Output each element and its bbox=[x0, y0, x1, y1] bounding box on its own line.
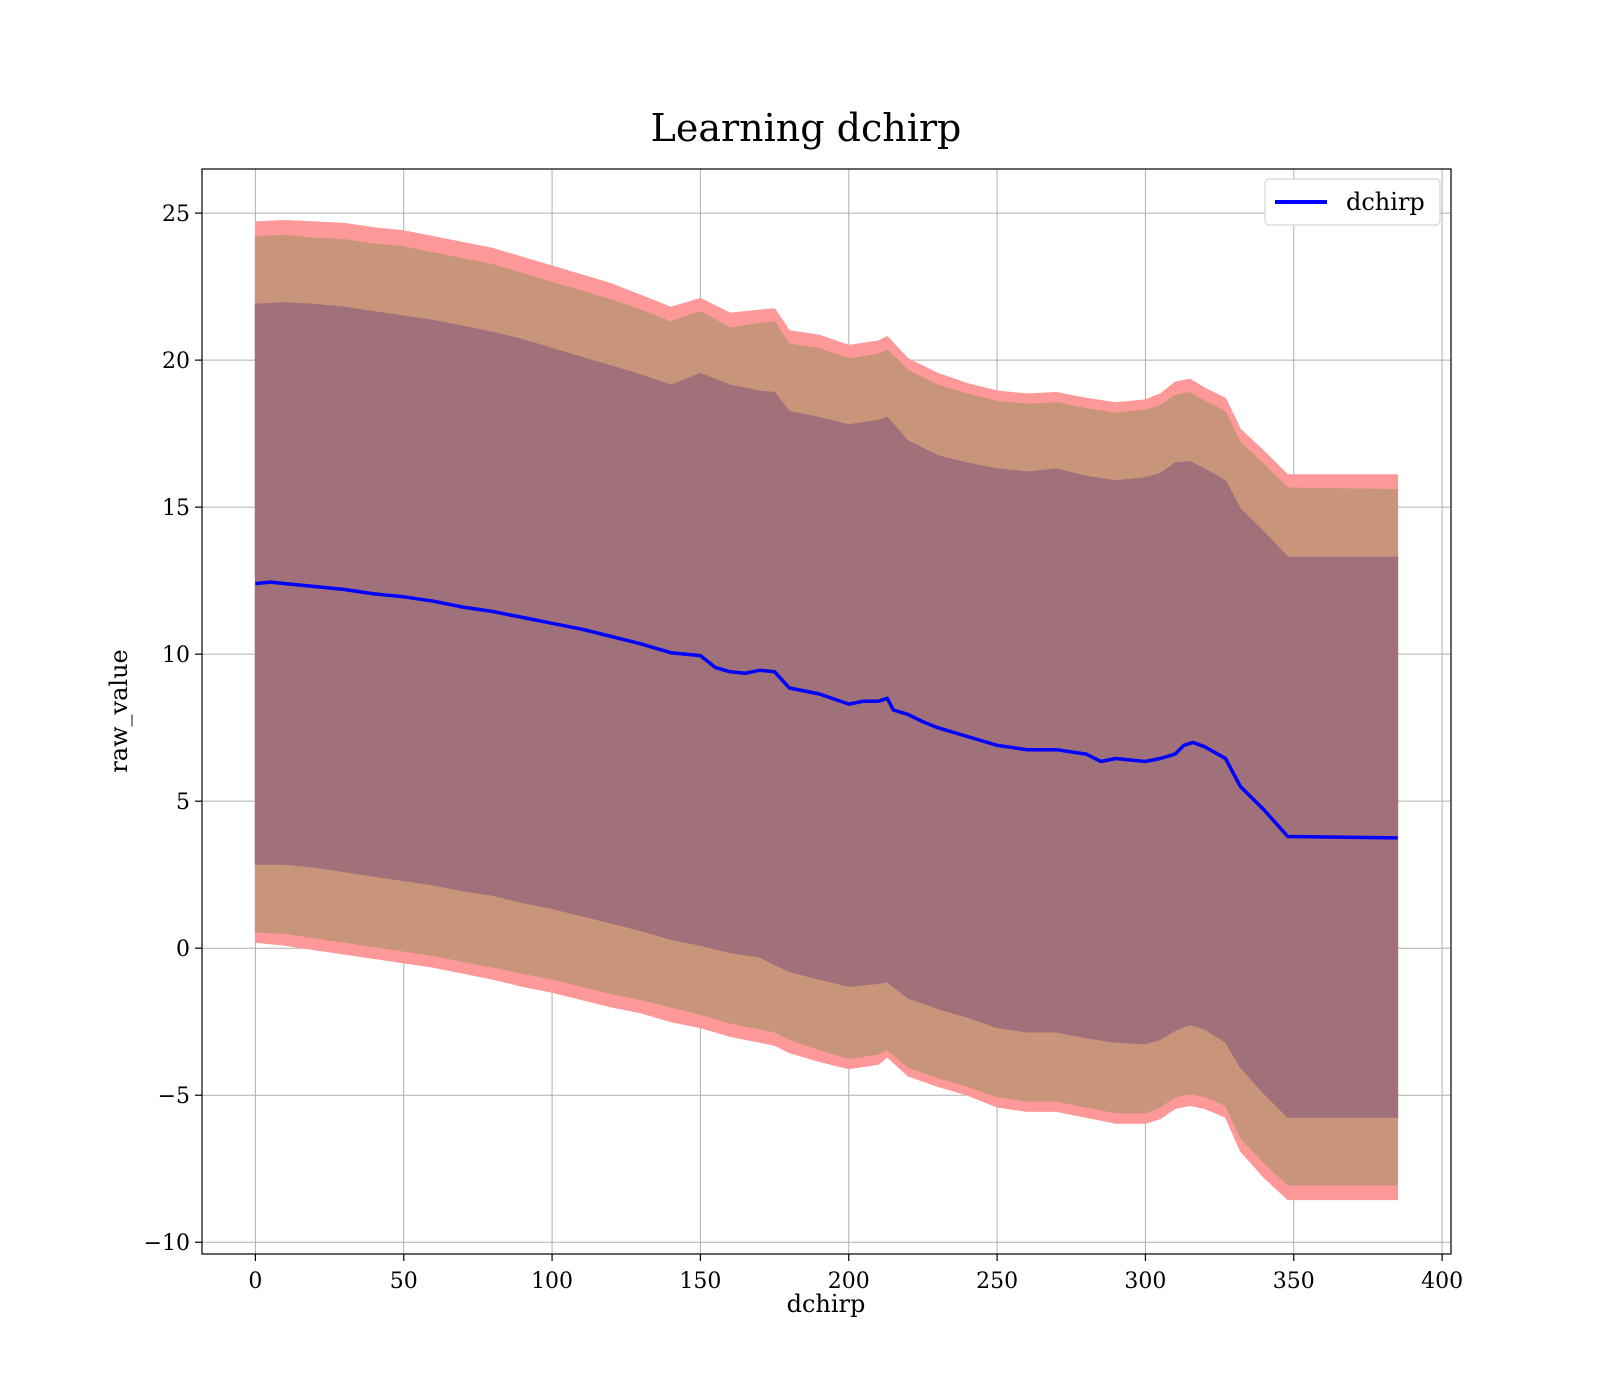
y-axis-label: raw_value bbox=[105, 649, 133, 773]
y-tick-label: 5 bbox=[176, 790, 190, 815]
y-tick-label: 10 bbox=[162, 643, 190, 668]
y-tick-label: 20 bbox=[162, 349, 190, 374]
x-axis-label: dchirp bbox=[787, 1290, 866, 1318]
x-tick-label: 50 bbox=[390, 1269, 418, 1294]
y-tick-label: −5 bbox=[158, 1084, 190, 1109]
x-tick-label: 400 bbox=[1421, 1269, 1463, 1294]
legend: dchirp bbox=[1264, 178, 1441, 226]
y-tick-label: 15 bbox=[162, 496, 190, 521]
x-tick-label: 250 bbox=[976, 1269, 1018, 1294]
band-inner bbox=[254, 302, 1399, 1118]
x-tick-label: 100 bbox=[531, 1269, 573, 1294]
series-lines bbox=[255, 580, 1398, 840]
bands bbox=[254, 219, 1399, 1201]
y-tick-label: 25 bbox=[162, 202, 190, 227]
plot-frame bbox=[201, 168, 1452, 1255]
legend-box bbox=[1264, 178, 1441, 226]
x-tick-label: 0 bbox=[248, 1269, 262, 1294]
y-axis-ticks: −10 −5 0 5 10 15 20 25 bbox=[144, 202, 202, 1256]
y-tick-label: −10 bbox=[144, 1231, 190, 1256]
x-tick-label: 150 bbox=[679, 1269, 721, 1294]
legend-label: dchirp bbox=[1346, 188, 1425, 216]
x-tick-label: 350 bbox=[1273, 1269, 1315, 1294]
series-line-0 bbox=[255, 580, 1398, 840]
chart-title: Learning dchirp bbox=[651, 106, 962, 150]
x-axis-ticks: 0 50 100 150 200 250 300 350 400 bbox=[248, 1254, 1463, 1294]
y-tick-label: 0 bbox=[176, 937, 190, 962]
x-tick-label: 200 bbox=[828, 1269, 870, 1294]
x-tick-label: 300 bbox=[1124, 1269, 1166, 1294]
